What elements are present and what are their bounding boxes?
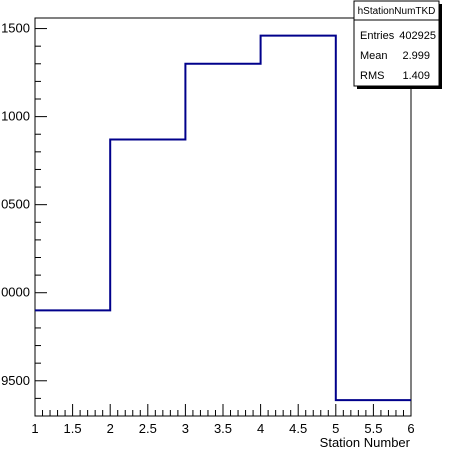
y-tick-label: 9500 — [1, 373, 30, 388]
stats-entries-label: Entries — [360, 30, 395, 42]
stats-box: hStationNumTKD Entries 402925 Mean 2.999… — [353, 0, 442, 89]
x-tick-label: 3.5 — [214, 421, 232, 436]
x-tick-label: 3 — [182, 421, 189, 436]
y-axis-ticks: 9500 0000 0500 1000 1500 — [1, 21, 47, 417]
y-tick-label: 0000 — [1, 285, 30, 300]
x-tick-label: 2 — [107, 421, 114, 436]
x-axis-ticks: 1 1.5 2 2.5 3 3.5 4 4.5 5 5.5 6 — [31, 404, 415, 436]
x-tick-label: 6 — [407, 421, 414, 436]
stats-mean-value: 2.999 — [402, 50, 430, 62]
stats-mean-label: Mean — [360, 50, 388, 62]
x-tick-label: 4.5 — [289, 421, 307, 436]
stats-rms-value: 1.409 — [402, 70, 430, 82]
x-tick-label: 1.5 — [64, 421, 82, 436]
x-tick-label: 1 — [31, 421, 38, 436]
stats-box-frame — [353, 0, 440, 87]
x-tick-label: 5.5 — [364, 421, 382, 436]
y-tick-label: 1000 — [1, 109, 30, 124]
x-axis-title: Station Number — [320, 435, 411, 450]
x-tick-label: 2.5 — [139, 421, 157, 436]
histogram-series-line — [35, 34, 411, 402]
y-tick-label: 0500 — [1, 197, 30, 212]
x-tick-label: 5 — [332, 421, 339, 436]
stats-rms-label: RMS — [360, 70, 384, 82]
x-tick-label: 4 — [257, 421, 264, 436]
stats-box-title: hStationNumTKD — [358, 6, 436, 17]
stats-entries-value: 402925 — [399, 30, 436, 42]
y-tick-label: 1500 — [1, 21, 30, 36]
